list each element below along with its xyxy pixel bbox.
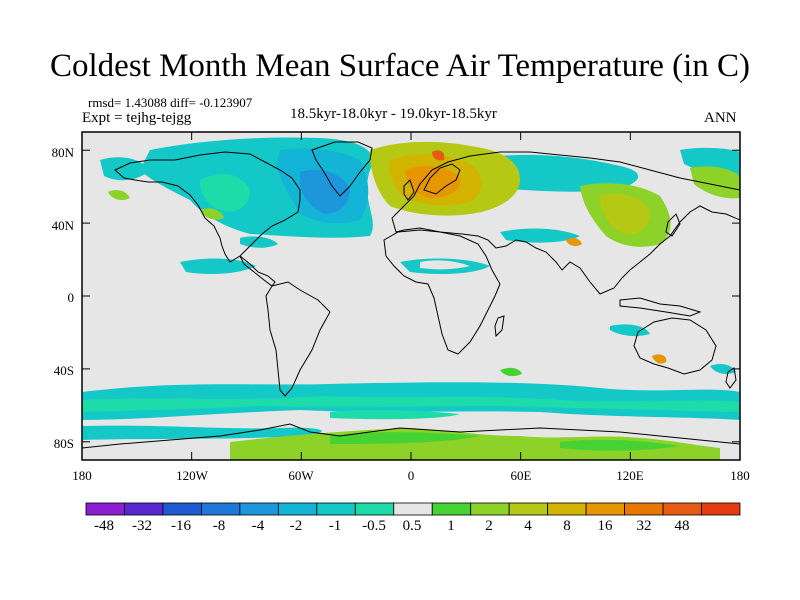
colorbar-label: -1 — [328, 518, 342, 534]
indian-ocean-patch — [610, 324, 650, 337]
colorbar-label: -0.5 — [362, 518, 386, 534]
coastline-eurasia — [391, 151, 740, 295]
southern-ocean-band — [82, 396, 740, 412]
tick-marks — [81, 132, 741, 460]
x-tick-label: 0 — [407, 468, 415, 483]
colorbar-label: 1 — [447, 518, 455, 534]
x-tick-label: 60W — [288, 468, 314, 483]
colorbar-swatch — [662, 502, 702, 516]
x-tick-label: 60E — [510, 468, 532, 483]
colorbar-swatch — [470, 502, 510, 516]
colorbar-label: 48 — [674, 518, 690, 534]
coastline-indonesia — [619, 297, 702, 317]
coastline-south-america — [265, 281, 331, 397]
antarctic-warm-region — [560, 439, 680, 451]
colorbar-label: 2 — [485, 518, 493, 534]
chart-title: Coldest Month Mean Surface Air Temperatu… — [50, 48, 750, 84]
colorbar-swatch — [701, 502, 741, 516]
colorbar-swatch — [162, 502, 202, 516]
ne-asia-warm-region — [690, 166, 740, 199]
x-tick-label: 120E — [616, 468, 644, 483]
north-atlantic-cool-region — [300, 169, 350, 214]
colorbar-swatch — [508, 502, 549, 516]
colorbar-label: 4 — [524, 518, 532, 534]
x-tick-label: 180 — [730, 468, 750, 483]
colorbar-label: -32 — [132, 518, 152, 534]
colorbar-swatch — [85, 502, 125, 516]
coastline-britain — [403, 179, 415, 201]
experiment-label: Expt = tejhg-tejgg — [82, 110, 192, 126]
indian-ocean-patch — [500, 367, 522, 377]
coastline-greenland — [311, 141, 373, 197]
colorbar-label: -4 — [251, 518, 265, 534]
colorbar-label: -16 — [171, 518, 191, 534]
colorbar-swatch — [277, 502, 318, 516]
y-tick-label: 40S — [53, 363, 74, 378]
y-tick-label: 0 — [67, 290, 75, 305]
colorbar-swatch — [624, 502, 664, 516]
period-label: 18.5kyr-18.0kyr - 19.0kyr-18.5kyr — [290, 106, 497, 122]
colorbar-swatch — [354, 502, 395, 516]
canada-cool-region — [200, 174, 250, 212]
europe-warm-region — [432, 150, 445, 161]
asia-cool-patch — [500, 228, 580, 243]
colorbar-swatch — [547, 502, 587, 516]
australia-warm-patch — [652, 354, 667, 364]
coastline-madagascar — [494, 315, 505, 338]
colorbar-swatch — [585, 502, 625, 516]
america-cool-patch — [240, 236, 278, 248]
coastline-antarctica — [82, 423, 740, 449]
anomaly-fields — [82, 137, 740, 460]
y-tick-label: 80S — [53, 436, 74, 451]
ne-asia-warm-region — [600, 193, 651, 235]
coastline-africa — [383, 229, 501, 355]
colorbar-label: 0.5 — [402, 518, 422, 534]
colorbar-swatch — [201, 502, 241, 516]
antarctic-warm-region — [330, 432, 480, 444]
europe-warm-region — [405, 165, 461, 198]
season-label: ANN — [704, 110, 737, 126]
coastline-central-america — [239, 255, 276, 287]
y-tick-label: 80N — [51, 145, 74, 160]
pacific-cool-patch — [180, 258, 256, 274]
coastline-japan — [665, 213, 681, 237]
colorbar-swatch — [124, 502, 164, 516]
coastline-scandinavia — [423, 163, 461, 195]
colorbar-label: -8 — [212, 518, 226, 534]
y-tick-label: 40N — [51, 218, 74, 233]
colorbar — [85, 502, 741, 516]
arctic-cool-region — [100, 157, 150, 181]
pacific-warm-patch — [200, 208, 224, 220]
stats-text: rmsd= 1.43088 diff= -0.123907 — [88, 95, 253, 110]
coastline-north-america — [114, 151, 301, 263]
x-tick-label: 120W — [176, 468, 208, 483]
colorbar-label: 32 — [636, 518, 652, 534]
colorbar-label: -48 — [94, 518, 114, 534]
atlantic-warm-patch — [420, 260, 470, 270]
colorbar-swatch — [393, 502, 433, 516]
colorbar-swatch — [316, 502, 356, 516]
colorbar-label: 8 — [563, 518, 571, 534]
colorbar-label: 16 — [597, 518, 613, 534]
pacific-warm-patch — [108, 190, 130, 200]
coastline-australia — [633, 317, 717, 375]
colorbar-label: -2 — [289, 518, 303, 534]
southern-ocean-band — [330, 409, 460, 420]
coastlines — [82, 141, 740, 449]
asia-warm-patch — [566, 237, 582, 247]
x-tick-label: 180 — [72, 468, 92, 483]
colorbar-swatch — [239, 502, 279, 516]
colorbar-swatch — [431, 502, 472, 516]
